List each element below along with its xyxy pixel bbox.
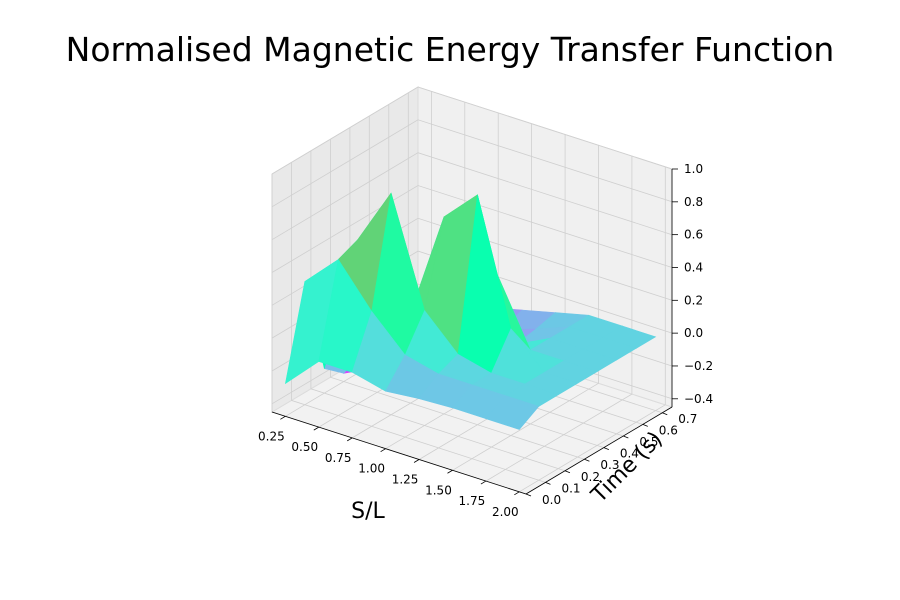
- axes-lines: [271, 168, 678, 497]
- x-tick: [447, 469, 453, 474]
- grid-line-y: [310, 150, 566, 472]
- z-tick-label: 0.2: [684, 293, 703, 307]
- x-tick: [380, 448, 386, 453]
- y-tick: [623, 435, 629, 439]
- z-tick-label: −0.2: [684, 359, 713, 373]
- grid-line-z: [271, 185, 673, 273]
- grid-line-z: [271, 152, 673, 241]
- y-tick-label: 0.4: [620, 447, 639, 461]
- y-tick-label: 0.7: [678, 412, 697, 426]
- chart-title: Normalised Magnetic Energy Transfer Func…: [65, 30, 835, 69]
- y-tick: [564, 470, 571, 474]
- tick-labels: 0.250.500.751.001.251.501.752.000.00.10.…: [258, 162, 713, 519]
- x-axis-label: S/L: [351, 499, 385, 524]
- y-tick: [584, 458, 590, 462]
- x-tick: [480, 480, 487, 485]
- z-tick-label: 0.8: [684, 195, 703, 209]
- surface-patch: [485, 395, 540, 430]
- y-tick: [642, 424, 648, 427]
- z-tick-label: 1.0: [684, 162, 703, 176]
- x-tick-label: 1.75: [459, 494, 486, 508]
- x-tick: [347, 437, 353, 442]
- grid-line-x: [485, 156, 633, 482]
- y-tick-label: 0.2: [581, 470, 600, 484]
- surface: [284, 192, 657, 430]
- z-tick-label: 0.6: [684, 228, 703, 242]
- y-tick: [603, 447, 610, 450]
- x-tick: [280, 415, 286, 420]
- x-tick: [313, 426, 319, 431]
- y-tick: [662, 412, 668, 416]
- y-tick-label: 0.0: [542, 493, 561, 507]
- x-tick: [514, 491, 520, 496]
- x-axis-line: [271, 411, 527, 495]
- z-tick-label: 0.4: [684, 260, 703, 274]
- x-tick-label: 1.00: [358, 462, 385, 476]
- y-tick: [545, 482, 551, 485]
- grid-line-x: [452, 145, 599, 471]
- z-tick-label: 0.0: [684, 326, 703, 340]
- x-tick-label: 1.50: [425, 483, 452, 497]
- grid-line-x: [519, 166, 666, 493]
- y-tick: [525, 493, 532, 497]
- x-tick: [413, 459, 420, 463]
- grid-line-z: [271, 119, 673, 208]
- x-tick-label: 2.00: [492, 505, 519, 519]
- y-tick-label: 0.1: [561, 481, 580, 495]
- y-axis-line: [525, 406, 673, 495]
- grid-line-y: [291, 162, 546, 483]
- x-tick-label: 1.25: [392, 472, 419, 486]
- y-tick-label: 0.6: [659, 423, 678, 437]
- grid-line-y: [329, 139, 585, 460]
- z-tick-label: −0.4: [684, 392, 713, 406]
- x-tick-label: 0.50: [291, 440, 318, 454]
- grid-line-z: [271, 86, 673, 175]
- x-tick-label: 0.25: [258, 429, 285, 443]
- y-tick-label: 0.3: [600, 458, 619, 472]
- y-tick-label: 0.5: [639, 435, 658, 449]
- x-tick-label: 0.75: [325, 451, 352, 465]
